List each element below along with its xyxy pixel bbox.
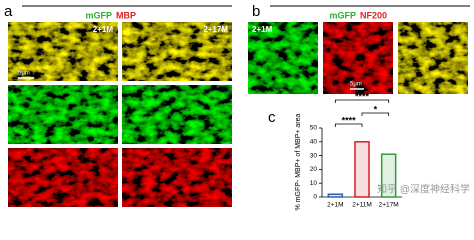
micrograph [122,22,232,81]
micrograph [248,22,318,94]
y-tick-label: 40 [310,139,318,146]
micrograph [398,22,468,94]
image-tag: 2+17M [203,25,228,34]
significance-label: **** [355,91,370,101]
significance-label: **** [342,115,357,125]
micrograph [8,85,118,144]
micrograph [8,148,118,207]
y-tick-label: 30 [310,152,318,159]
channel-label: mGFP [329,10,356,20]
image-tag: 2+1M [252,25,273,34]
image-tag: 2+1M [93,25,114,34]
y-axis-label: % mGFP- MBP+ of MBP+ area [295,113,302,210]
bar [327,193,344,198]
significance-bracket [361,112,390,116]
bar [354,141,370,198]
significance-label: * [374,104,378,114]
micrograph [122,148,232,207]
y-tick-label: 20 [310,166,318,173]
panel-label: b [252,3,260,20]
channel-label: NF200 [360,10,387,20]
micrograph [323,22,393,94]
y-tick-label: 0 [313,194,317,201]
bar [380,153,397,198]
channel-label: MBP [116,10,136,20]
micrograph [122,85,232,144]
panel-label: c [268,109,276,126]
panel-label: a [4,3,13,20]
scale-label: 5μm [350,82,362,88]
scale-label: 5μm [18,71,30,77]
y-tick-label: 10 [310,180,318,187]
micrograph [8,22,118,81]
x-tick-label: 2+17M [379,202,399,209]
significance-bracket [334,123,363,127]
figure: a mGFP MBP b mGFP NF200 2+1M 2+17M 5μm 2… [4,3,470,210]
channel-label: mGFP [85,10,112,20]
y-tick-label: 50 [310,125,318,132]
x-tick-label: 2+11M [352,202,372,209]
x-tick-label: 2+1M [327,202,343,209]
watermark: 知乎 @深度神经科学 [377,183,470,196]
significance-bracket [334,99,390,103]
